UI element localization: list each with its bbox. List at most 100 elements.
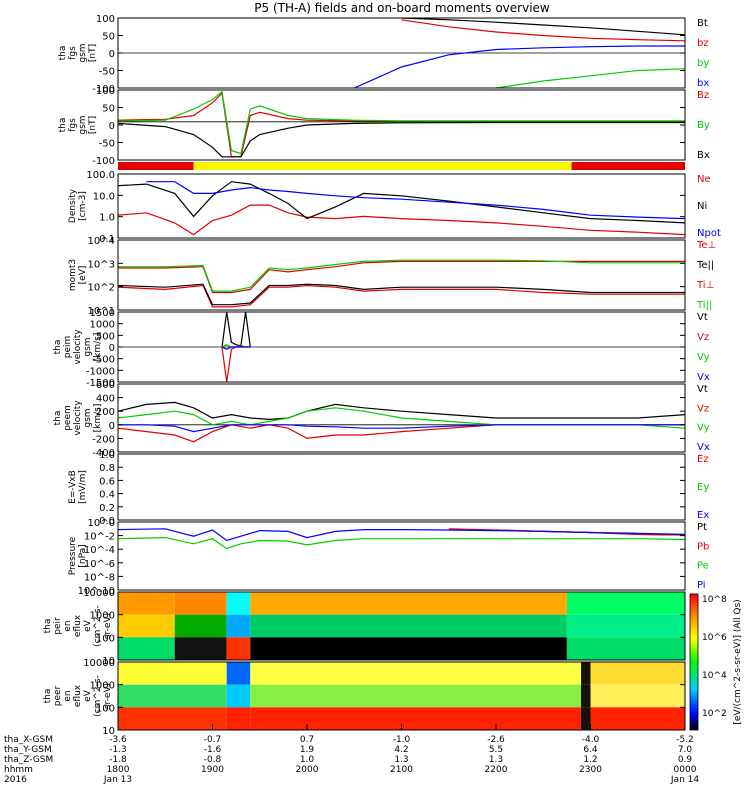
- colorbar-tick-label: 10^2: [702, 709, 727, 719]
- series-line-Te⊥: [117, 284, 685, 308]
- spec-cell: [581, 707, 591, 730]
- spec-cell: [590, 684, 685, 708]
- y-tick-label: 10^-6: [84, 559, 115, 570]
- series-line-Bz: [117, 91, 685, 158]
- status-bar: [118, 162, 685, 170]
- status-segment: [193, 162, 572, 170]
- series-line-Vx: [118, 424, 685, 433]
- spec-cell: [118, 662, 227, 685]
- y-tick-label: 10^-2: [84, 532, 115, 543]
- series-line-Ni: [117, 181, 686, 224]
- legend-item-bz: bz: [697, 38, 709, 49]
- spec-cell: [118, 614, 175, 638]
- y-axis-label: peem: [63, 405, 73, 431]
- legend-item-By: By: [697, 120, 710, 131]
- x-row-value: 5.5: [489, 745, 503, 755]
- series-line-Vx: [221, 346, 251, 350]
- y-axis-label: tha: [43, 689, 53, 704]
- legend-item-Vy: Vy: [697, 352, 710, 363]
- y-axis-label: [nPa]: [78, 544, 88, 567]
- y-axis-label: velocity: [73, 400, 83, 436]
- spec-cell: [250, 707, 582, 730]
- y-tick-label: 100: [96, 633, 115, 644]
- x-row-value: -5.2: [676, 735, 694, 745]
- colorbar-tick-label: 10^4: [702, 671, 727, 681]
- legend-item-Vt: Vt: [697, 312, 708, 323]
- y-axis-label: tha: [53, 411, 63, 426]
- y-tick-label: 100: [96, 86, 115, 97]
- x-row-value: -3.6: [109, 735, 127, 745]
- x-row-label: 2016: [4, 775, 27, 785]
- y-tick-label: 0.0: [99, 516, 115, 527]
- x-row-value: 1900: [201, 765, 224, 775]
- y-tick-label: -100: [92, 84, 115, 95]
- panel-efield: 1.0 0.8 0.6 0.4 0.2 0.0 E=-VxB [mV/m] Ez Ey Ex: [68, 450, 709, 527]
- y-tick-label: 0.1: [99, 234, 115, 245]
- panel-peem: 600 400 200 0 -200 -400 tha peem velocity gsm [km/…: [53, 380, 710, 459]
- y-tick-label: 10: [102, 726, 115, 737]
- y-tick-label: 10.0: [93, 191, 115, 202]
- y-axis-label: [km/s]: [93, 404, 103, 433]
- y-tick-label: 10^-4: [84, 545, 115, 556]
- legend-item-Vy: Vy: [697, 423, 710, 434]
- panel-frame: [117, 453, 686, 521]
- spec-cell: [118, 592, 175, 615]
- x-row-value: Jan 14: [670, 775, 699, 785]
- spec-cell: [566, 614, 685, 638]
- spec-cell: [566, 592, 685, 615]
- x-row-label: tha_Y-GSM: [4, 745, 52, 755]
- y-tick-label: 10^-10: [78, 586, 115, 597]
- series-line-Vz: [221, 345, 251, 383]
- x-row-value: 1.0: [300, 755, 315, 765]
- y-axis-label: gsm: [83, 337, 93, 356]
- legend-item-Vz: Vz: [697, 332, 709, 343]
- y-axis-label: tha: [53, 340, 63, 355]
- series-line-Npot: [146, 181, 686, 220]
- y-tick-label: 1000: [90, 611, 115, 622]
- series-line-bz: [401, 19, 686, 42]
- y-axis-label: momt3: [68, 259, 78, 291]
- x-row-value: -1.8: [109, 755, 127, 765]
- x-row-value: 1.9: [300, 745, 315, 755]
- y-tick-label: 600: [96, 380, 115, 391]
- y-tick-label: -50: [99, 67, 115, 78]
- spec-cell: [581, 662, 591, 685]
- legend-item-Vx: Vx: [697, 372, 710, 383]
- legend-item-Bt: Bt: [697, 18, 708, 29]
- panel-frame: [117, 173, 686, 239]
- y-tick-label: 100: [96, 14, 115, 25]
- legend-item-Ey: Ey: [697, 482, 709, 493]
- x-row-label: tha_Z-GSM: [4, 755, 53, 765]
- y-tick-label: 100: [96, 703, 115, 714]
- x-row-value: 0.7: [300, 735, 314, 745]
- y-axis-label: (cm^2-s-: [93, 675, 103, 717]
- y-tick-label: -400: [92, 448, 115, 459]
- y-tick-label: 1500: [90, 308, 115, 319]
- spec-cell: [118, 684, 227, 708]
- y-axis-label: [cm-3]: [78, 191, 88, 221]
- y-tick-label: 0: [109, 121, 115, 132]
- y-axis-label: [nT]: [88, 116, 98, 134]
- legend-item-Bx: Bx: [697, 150, 710, 161]
- panel-fgs1: 100 50 0 -50 -100 tha fgs gsm [nT] Bt bz by bx: [58, 14, 709, 95]
- y-tick-label: 500: [96, 331, 115, 342]
- y-axis-label: gsm: [83, 408, 93, 427]
- series-line-Te||: [117, 283, 685, 306]
- x-row-value: -2.6: [487, 735, 505, 745]
- panel-frame: [117, 89, 686, 161]
- panel-frame: [117, 521, 686, 591]
- spec-cell: [226, 684, 251, 708]
- y-tick-label: 0: [109, 49, 115, 60]
- y-tick-label: -200: [92, 434, 115, 445]
- y-axis-label: [nT]: [88, 44, 98, 62]
- legend-item-Pt: Pt: [697, 522, 707, 533]
- series-line-Vt: [117, 401, 686, 421]
- y-tick-label: 0: [109, 421, 115, 432]
- y-axis-label: fgs: [68, 118, 78, 132]
- y-tick-label: 1.0: [99, 450, 115, 461]
- y-axis-label: eflux: [73, 614, 83, 637]
- spec-cell: [250, 662, 582, 685]
- legend-item-Ex: Ex: [697, 510, 709, 521]
- panel-moms: 10^4 10^3 10^2 10^1 momt3 [eV] Te⊥ Te|| Ti⊥ Ti||: [68, 236, 716, 317]
